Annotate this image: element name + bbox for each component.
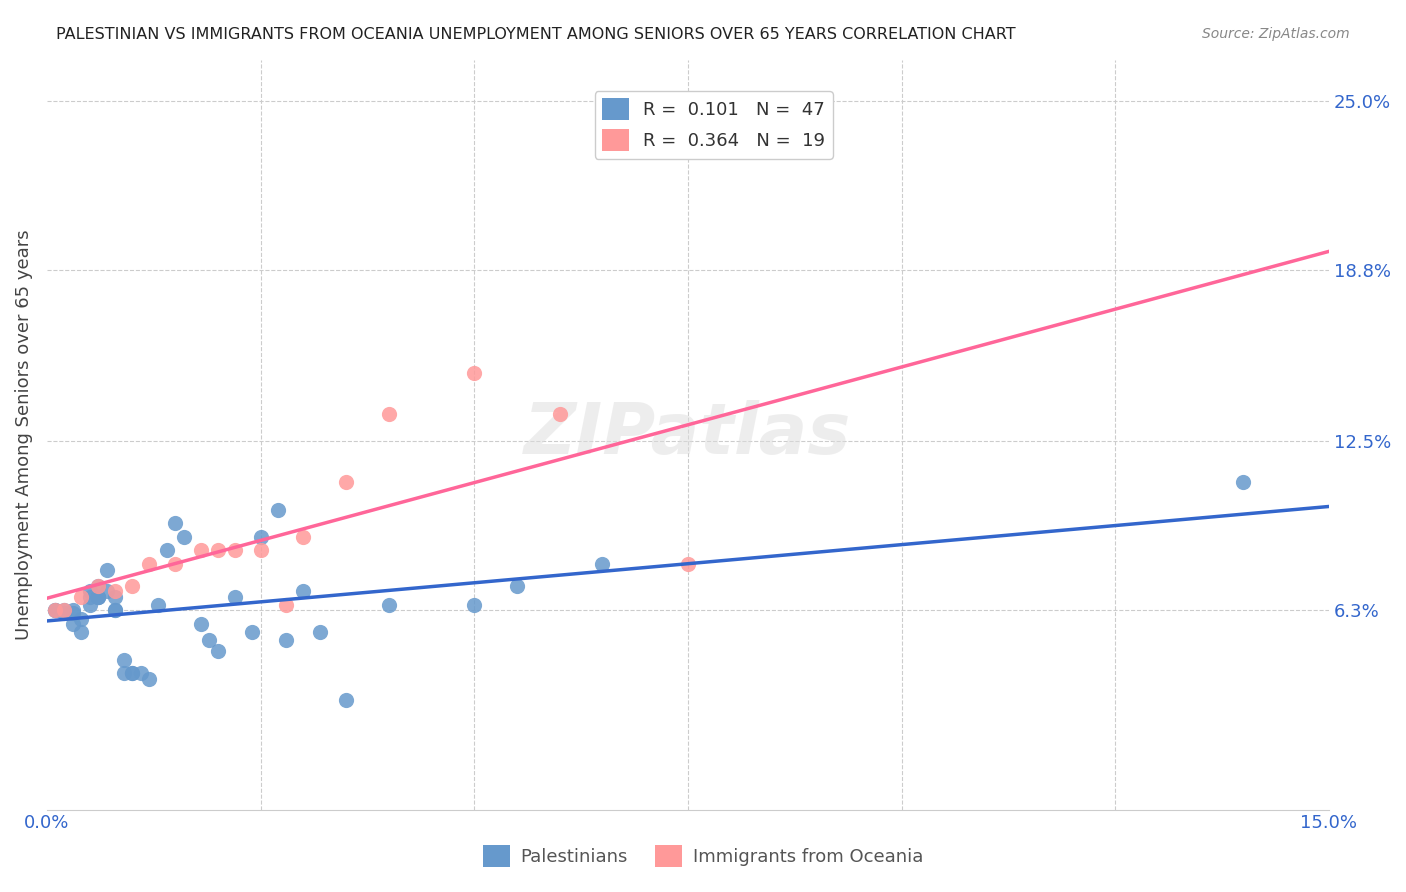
Point	[44, 603, 66, 617]
Point	[207, 644, 229, 658]
Point	[276, 598, 298, 612]
Point	[121, 666, 143, 681]
Point	[138, 557, 160, 571]
Point	[224, 590, 246, 604]
Point	[165, 557, 187, 571]
Point	[240, 625, 263, 640]
Point	[129, 666, 152, 681]
Point	[146, 598, 169, 612]
Point	[112, 652, 135, 666]
Point	[121, 666, 143, 681]
Point	[292, 584, 315, 599]
Text: Source: ZipAtlas.com: Source: ZipAtlas.com	[1202, 27, 1350, 41]
Point	[87, 590, 110, 604]
Point	[335, 475, 357, 490]
Point	[276, 633, 298, 648]
Point	[224, 543, 246, 558]
Point	[62, 606, 84, 620]
Point	[463, 366, 485, 380]
Point	[377, 598, 399, 612]
Point	[266, 502, 288, 516]
Point	[463, 598, 485, 612]
Point	[70, 612, 93, 626]
Point	[309, 625, 332, 640]
Point	[548, 407, 571, 421]
Point	[121, 579, 143, 593]
Point	[70, 590, 93, 604]
Point	[104, 584, 127, 599]
Y-axis label: Unemployment Among Seniors over 65 years: Unemployment Among Seniors over 65 years	[15, 229, 32, 640]
Point	[87, 579, 110, 593]
Point	[104, 590, 127, 604]
Point	[87, 579, 110, 593]
Point	[79, 590, 101, 604]
Point	[292, 530, 315, 544]
Point	[249, 543, 271, 558]
Point	[591, 557, 613, 571]
Point	[165, 516, 187, 531]
Text: ZIPatlas: ZIPatlas	[524, 401, 852, 469]
Legend: Palestinians, Immigrants from Oceania: Palestinians, Immigrants from Oceania	[475, 838, 931, 874]
Point	[377, 407, 399, 421]
Text: PALESTINIAN VS IMMIGRANTS FROM OCEANIA UNEMPLOYMENT AMONG SENIORS OVER 65 YEARS : PALESTINIAN VS IMMIGRANTS FROM OCEANIA U…	[56, 27, 1017, 42]
Point	[138, 672, 160, 686]
Point	[62, 603, 84, 617]
Point	[506, 579, 529, 593]
Point	[79, 598, 101, 612]
Point	[173, 530, 195, 544]
Point	[155, 543, 177, 558]
Point	[207, 543, 229, 558]
Point	[62, 617, 84, 632]
Point	[1232, 475, 1254, 490]
Point	[104, 603, 127, 617]
Point	[87, 590, 110, 604]
Point	[104, 603, 127, 617]
Point	[190, 543, 212, 558]
Legend: R =  0.101   N =  47, R =  0.364   N =  19: R = 0.101 N = 47, R = 0.364 N = 19	[595, 91, 832, 159]
Point	[53, 603, 76, 617]
Point	[79, 584, 101, 599]
Point	[44, 603, 66, 617]
Point	[44, 603, 66, 617]
Point	[53, 606, 76, 620]
Point	[198, 633, 221, 648]
Point	[190, 617, 212, 632]
Point	[96, 584, 118, 599]
Point	[70, 625, 93, 640]
Point	[53, 603, 76, 617]
Point	[112, 666, 135, 681]
Point	[676, 557, 699, 571]
Point	[335, 693, 357, 707]
Point	[96, 563, 118, 577]
Point	[249, 530, 271, 544]
Point	[87, 590, 110, 604]
